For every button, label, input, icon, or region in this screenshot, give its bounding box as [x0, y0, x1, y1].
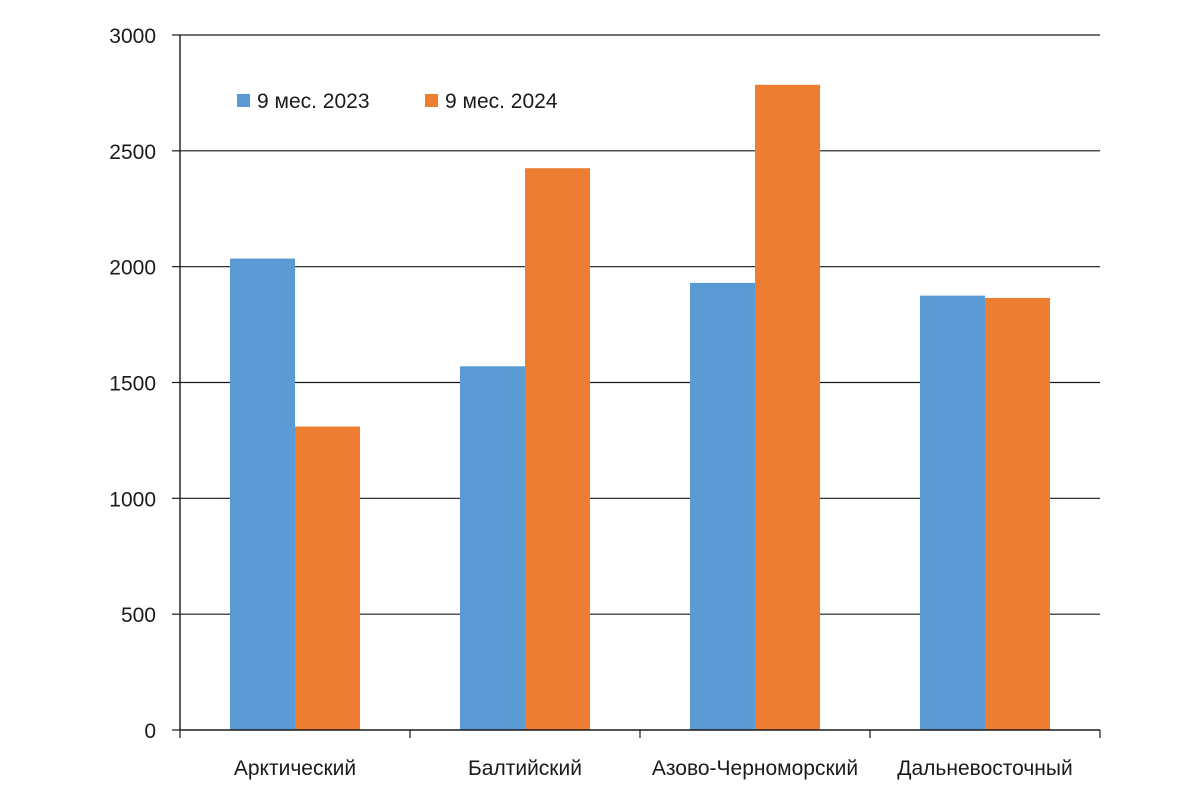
bar-series1	[690, 282, 755, 730]
legend-label: 9 мес. 2024	[445, 90, 558, 113]
y-tick-labels: 0 500 1000 1500 2000 2500 3000	[109, 25, 156, 743]
legend-label: 9 мес. 2023	[257, 90, 370, 113]
y-tick-label: 2500	[109, 141, 156, 164]
y-tick-label: 1500	[109, 373, 156, 396]
x-category-label: Балтийский	[468, 757, 582, 780]
x-category-label: Азово-Черноморский	[652, 757, 858, 780]
y-tick-label: 3000	[109, 25, 156, 48]
legend: 9 мес. 2023 9 мес. 2024	[237, 90, 558, 113]
axes	[179, 35, 1101, 738]
x-category-label: Дальневосточный	[897, 757, 1072, 780]
bar-series2	[525, 168, 590, 731]
x-category-label: Арктический	[234, 757, 356, 780]
legend-swatch	[425, 94, 438, 107]
bar-series1	[230, 258, 295, 730]
y-tick-label: 0	[144, 720, 156, 743]
bar-series2	[755, 84, 820, 730]
bar-series1	[920, 295, 985, 730]
legend-swatch	[237, 94, 250, 107]
bar-series1	[460, 366, 525, 730]
x-category-labels: Арктический Балтийский Азово-Черноморский Д…	[234, 757, 1073, 780]
y-tick-label: 2000	[109, 257, 156, 280]
y-tick-label: 1000	[109, 488, 156, 511]
bar-series2	[985, 297, 1050, 730]
bars	[230, 84, 1050, 731]
y-tick-label: 500	[121, 604, 156, 627]
bar-series2	[295, 426, 360, 730]
